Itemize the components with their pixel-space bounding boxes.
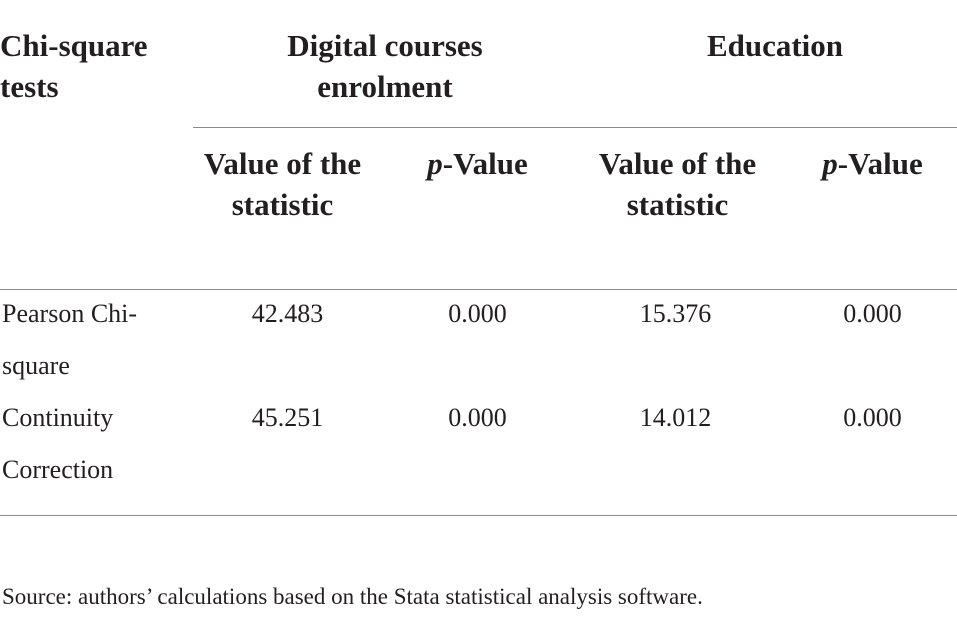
subheader-pvalue-education: p-Value [780, 143, 957, 184]
p-suffix: -Value [837, 146, 923, 181]
p-italic: p [822, 146, 838, 181]
table-cell: 0.000 [448, 299, 507, 328]
table-row-label: Pearson Chi-square [2, 299, 138, 380]
subheader-pvalue-digital: p-Value [385, 143, 570, 184]
group-underline [193, 127, 957, 128]
table-cell: 42.483 [251, 299, 324, 328]
source-note: Source: authors’ calculations based on t… [2, 584, 703, 609]
group-header-education: Education [706, 28, 844, 63]
table-cell: 0.000 [843, 403, 902, 432]
subheader-value-education: Value of the statistic [598, 146, 757, 222]
table-cell: 14.012 [639, 403, 712, 432]
corner-header: Chi-square tests [0, 28, 148, 104]
table-cell: 15.376 [639, 299, 712, 328]
p-italic: p [427, 146, 443, 181]
group-header-digital-courses: Digital courses enrolment [287, 28, 483, 104]
table-bottom-rule [0, 515, 957, 516]
table-row-label: Continuity Correction [2, 403, 114, 484]
table-cell: 0.000 [843, 299, 902, 328]
subheader-value-digital: Value of the statistic [203, 146, 362, 222]
header-bottom-rule [0, 289, 957, 290]
p-suffix: -Value [442, 146, 528, 181]
table-cell: 0.000 [448, 403, 507, 432]
table-cell: 45.251 [251, 403, 324, 432]
